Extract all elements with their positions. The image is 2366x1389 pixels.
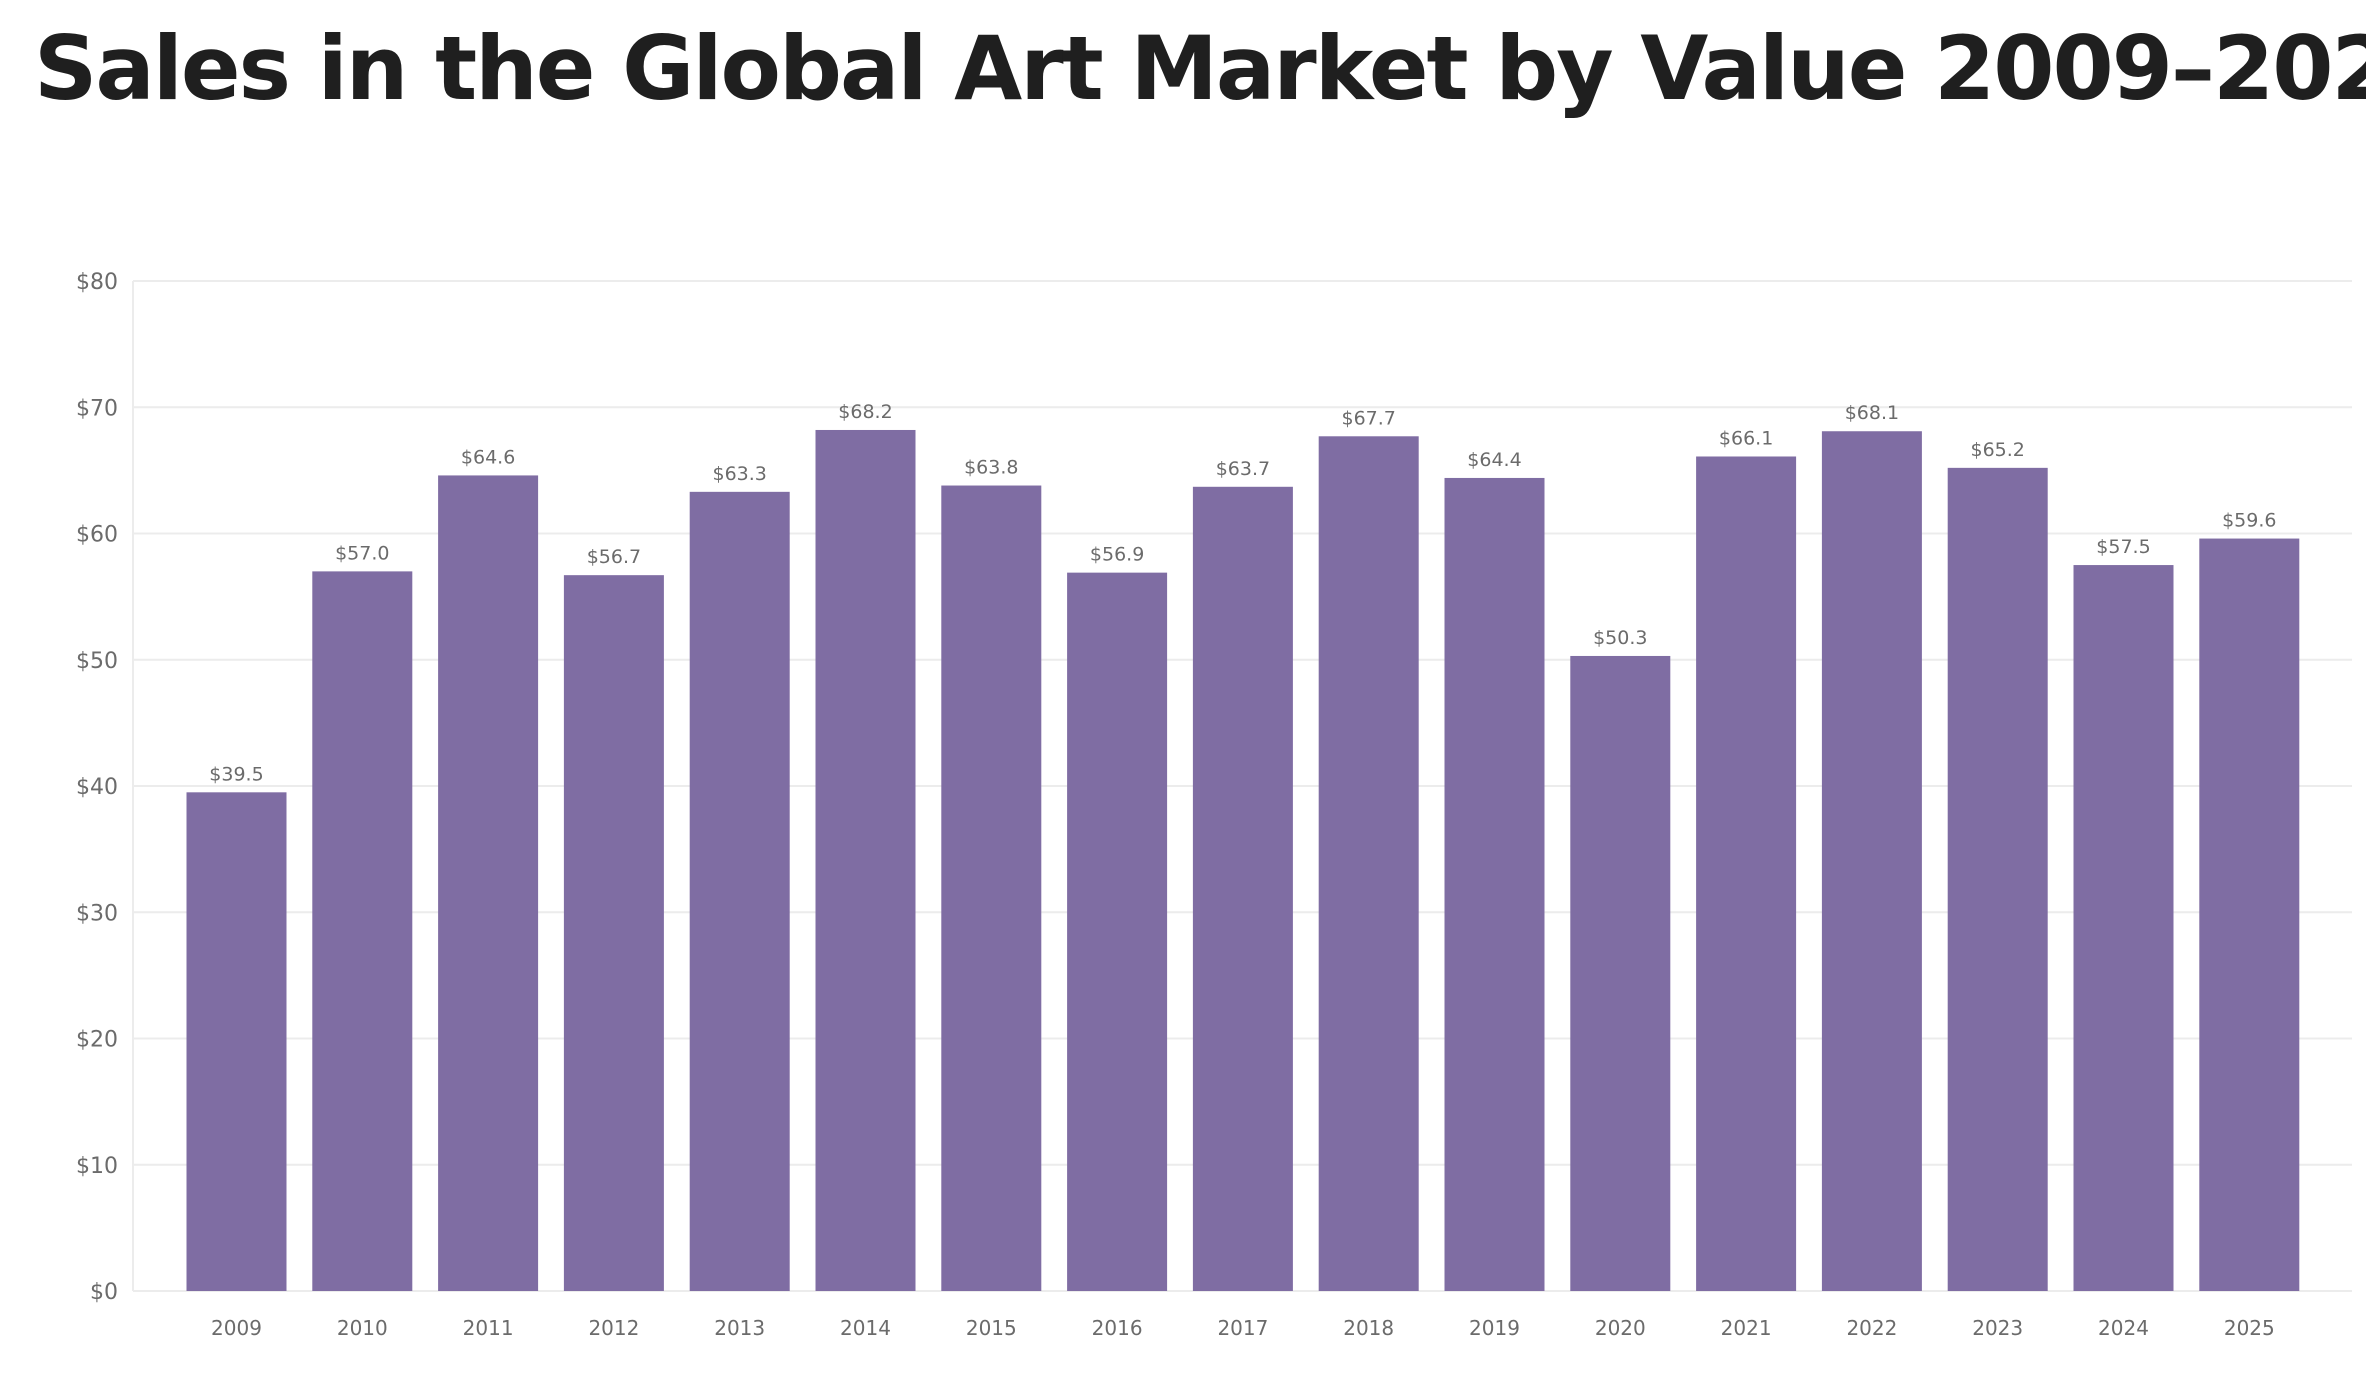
x-tick-label: 2024 (2098, 1316, 2149, 1340)
data-label: $63.8 (964, 457, 1018, 479)
x-tick-label: 2022 (1846, 1316, 1897, 1340)
bar (563, 575, 664, 1291)
y-tick-label: $20 (76, 1028, 118, 1053)
bar (1318, 436, 1419, 1292)
x-tick-label: 2019 (1469, 1316, 1520, 1340)
data-label: $65.2 (1970, 439, 2024, 461)
bar (1444, 477, 1545, 1291)
x-tick-label: 2018 (1343, 1316, 1394, 1340)
bar (1067, 572, 1168, 1291)
bar (941, 485, 1042, 1291)
y-tick-label: $30 (76, 901, 118, 926)
data-label: $63.3 (712, 463, 766, 485)
bar (1821, 431, 1922, 1291)
x-tick-label: 2025 (2224, 1316, 2275, 1340)
page-title: Sales in the Global Art Market by Value … (34, 17, 2366, 120)
data-label: $64.6 (461, 446, 515, 468)
data-label: $57.5 (2096, 536, 2150, 558)
bar (1947, 467, 2048, 1292)
data-label: $68.1 (1845, 402, 1899, 424)
x-tick-label: 2013 (714, 1316, 765, 1340)
data-label: $57.0 (335, 542, 389, 564)
x-tick-label: 2012 (588, 1316, 639, 1340)
value-labels: $39.5 $57.0 $64.6 $56.7 $63.3 $68.2 $63.8 $56.9… (209, 401, 2276, 785)
data-label: $63.7 (1216, 458, 1270, 480)
data-label: $66.1 (1719, 427, 1773, 449)
y-axis: $0 $10 $20 $30 $40 $50 $60 $70 $80 (76, 270, 118, 1305)
y-tick-label: $10 (76, 1154, 118, 1179)
x-tick-label: 2015 (966, 1316, 1017, 1340)
y-tick-label: $60 (76, 523, 118, 548)
x-tick-label: 2020 (1595, 1316, 1646, 1340)
data-label: $56.7 (587, 546, 641, 568)
bar (312, 571, 413, 1291)
data-label: $59.6 (2222, 510, 2276, 532)
x-tick-label: 2023 (1972, 1316, 2023, 1340)
y-tick-label: $70 (76, 396, 118, 421)
data-label: $50.3 (1593, 627, 1647, 649)
data-label: $67.7 (1341, 407, 1395, 429)
y-tick-label: $0 (90, 1280, 118, 1305)
bar (1570, 655, 1671, 1291)
bar (689, 491, 790, 1291)
bar (2073, 565, 2174, 1291)
x-tick-label: 2017 (1217, 1316, 1268, 1340)
y-tick-label: $50 (76, 649, 118, 674)
data-label: $64.4 (1467, 449, 1521, 471)
bar (2199, 538, 2300, 1291)
bar (438, 475, 539, 1291)
data-label: $68.2 (838, 401, 892, 423)
x-tick-label: 2021 (1721, 1316, 1772, 1340)
x-tick-label: 2009 (211, 1316, 262, 1340)
x-tick-label: 2010 (337, 1316, 388, 1340)
data-label: $39.5 (209, 763, 263, 785)
y-tick-label: $80 (76, 270, 118, 295)
bar (186, 792, 287, 1291)
x-tick-label: 2016 (1092, 1316, 1143, 1340)
x-axis: 2009 2010 2011 2012 2013 2014 2015 2016 2017 2018… (211, 1316, 2275, 1340)
bar (815, 429, 916, 1292)
bars (186, 429, 2300, 1292)
x-tick-label: 2011 (463, 1316, 514, 1340)
x-tick-label: 2014 (840, 1316, 891, 1340)
bar (1696, 456, 1797, 1291)
y-tick-label: $40 (76, 775, 118, 800)
bar (1192, 486, 1293, 1292)
data-label: $56.9 (1090, 544, 1144, 566)
